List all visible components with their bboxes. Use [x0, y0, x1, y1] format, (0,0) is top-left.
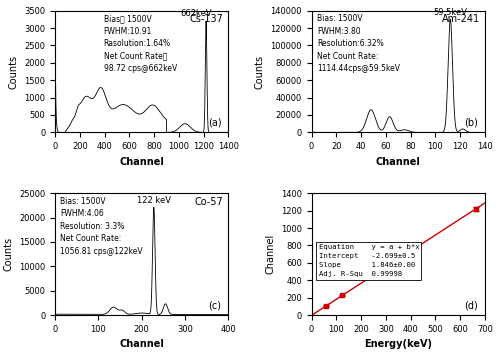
Text: (a): (a)	[208, 118, 222, 127]
Y-axis label: Counts: Counts	[8, 55, 18, 88]
Text: (d): (d)	[464, 300, 478, 310]
Text: (b): (b)	[464, 118, 478, 127]
X-axis label: Energy(keV): Energy(keV)	[364, 339, 432, 349]
X-axis label: Channel: Channel	[120, 157, 164, 167]
Text: Bias: 1500V
FWHM:3.80
Resolution:6.32%
Net Count Rate:
1114.44cps@59.5keV: Bias: 1500V FWHM:3.80 Resolution:6.32% N…	[317, 14, 400, 73]
X-axis label: Channel: Channel	[376, 157, 420, 167]
Text: Co-57: Co-57	[194, 197, 223, 207]
Text: Equation    y = a + b*x
Intercept   -2.699±0.5
Slope       1.846±0.00
Adj. R-Squ: Equation y = a + b*x Intercept -2.699±0.…	[318, 244, 419, 278]
Text: (c): (c)	[208, 300, 222, 310]
Text: Bias: 1500V
FWHM:4.06
Resolution: 3.3%
Net Count Rate:
1056.81 cps@122keV: Bias: 1500V FWHM:4.06 Resolution: 3.3% N…	[60, 197, 143, 256]
Text: Bias： 1500V
FWHM:10.91
Rasolution:1.64%
Net Count Rate：
98.72 cps@662keV: Bias： 1500V FWHM:10.91 Rasolution:1.64% …	[104, 14, 177, 73]
X-axis label: Channel: Channel	[120, 339, 164, 349]
Text: 59.5keV: 59.5keV	[434, 8, 468, 17]
Text: Am-241: Am-241	[442, 14, 480, 24]
Y-axis label: Counts: Counts	[255, 55, 265, 88]
Text: 662keV: 662keV	[180, 8, 212, 18]
Text: 122 keV: 122 keV	[137, 196, 171, 205]
Y-axis label: Counts: Counts	[4, 237, 14, 271]
Y-axis label: Channel: Channel	[266, 234, 276, 274]
Text: Cs-137: Cs-137	[190, 14, 223, 24]
